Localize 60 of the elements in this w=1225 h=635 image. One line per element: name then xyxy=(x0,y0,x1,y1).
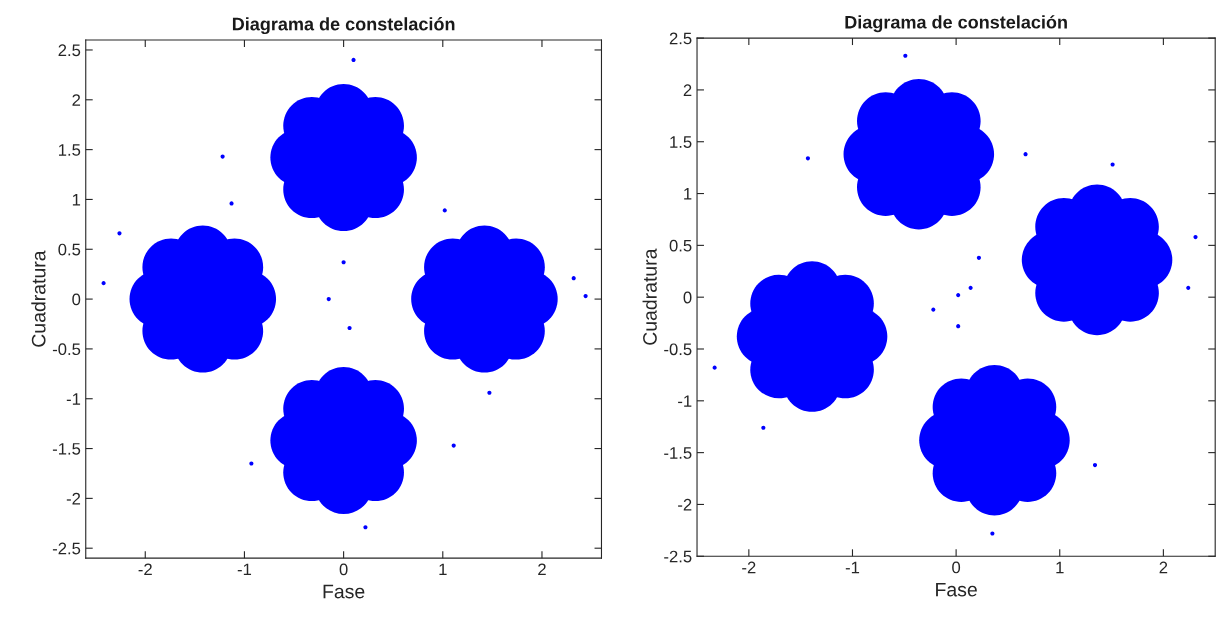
point xyxy=(117,231,122,236)
y-tick-label: 2 xyxy=(72,94,81,106)
y-tick-label: 1.5 xyxy=(58,144,81,156)
y-axis-title: Cuadratura xyxy=(31,250,46,347)
y-tick-label: -2 xyxy=(678,498,692,511)
x-axis-title: Fase xyxy=(323,584,365,599)
x-tick-label: 1 xyxy=(1056,561,1064,574)
y-tick-label: 2.5 xyxy=(669,32,692,45)
y-tick-label: -0.5 xyxy=(52,343,81,356)
point xyxy=(761,425,766,430)
point xyxy=(968,285,973,290)
point xyxy=(931,307,936,312)
point xyxy=(805,156,810,161)
point xyxy=(903,53,908,58)
point xyxy=(326,297,331,302)
point xyxy=(1092,462,1098,468)
y-tick-label: 0 xyxy=(72,293,81,306)
point xyxy=(487,390,492,395)
point xyxy=(351,57,356,63)
y-tick-label: 0.5 xyxy=(669,239,692,252)
point xyxy=(976,255,981,260)
y-tick-label: -1 xyxy=(678,395,692,407)
point xyxy=(363,525,368,530)
y-tick-label: -2 xyxy=(66,492,81,505)
point xyxy=(347,325,352,331)
point xyxy=(101,281,106,286)
y-tick-label: -1 xyxy=(66,393,81,405)
y-tick-label: 2 xyxy=(683,84,692,96)
point xyxy=(956,293,961,298)
x-tick-label: 0 xyxy=(339,563,348,576)
y-axis-title: Cuadratura xyxy=(642,248,657,345)
y-tick-label: 1.5 xyxy=(670,136,692,148)
point xyxy=(1186,285,1191,290)
y-tick-label: 1 xyxy=(684,188,692,200)
y-tick-label: -2.5 xyxy=(664,550,692,563)
point xyxy=(341,260,346,265)
x-tick-label: 1 xyxy=(439,563,447,576)
point xyxy=(583,294,588,299)
x-tick-label: -2 xyxy=(138,563,152,576)
chart-title: Diagrama de constelación xyxy=(232,17,455,35)
x-tick-label: 2 xyxy=(1159,561,1168,574)
point xyxy=(442,208,447,213)
x-tick-label: -1 xyxy=(845,561,860,574)
point xyxy=(1023,152,1028,157)
y-tick-label: 2.5 xyxy=(58,44,81,57)
y-tick-label: -0.5 xyxy=(664,343,692,356)
y-tick-label: -1.5 xyxy=(52,443,81,455)
y-tick-label: -1.5 xyxy=(664,447,692,459)
x-axis-title: Fase xyxy=(936,582,977,597)
x-tick-label: -1 xyxy=(237,563,252,576)
y-tick-label: 0 xyxy=(683,291,692,304)
point xyxy=(571,276,576,281)
chart-title: Diagrama de constelación xyxy=(845,15,1067,33)
x-tick-label: 0 xyxy=(952,561,961,574)
point xyxy=(956,324,961,329)
x-tick-label: 2 xyxy=(538,563,546,576)
y-tick-label: 1 xyxy=(72,194,81,206)
y-tick-label: 0.5 xyxy=(58,243,81,256)
x-tick-label: -2 xyxy=(742,561,756,574)
y-tick-label: -2.5 xyxy=(52,542,81,555)
